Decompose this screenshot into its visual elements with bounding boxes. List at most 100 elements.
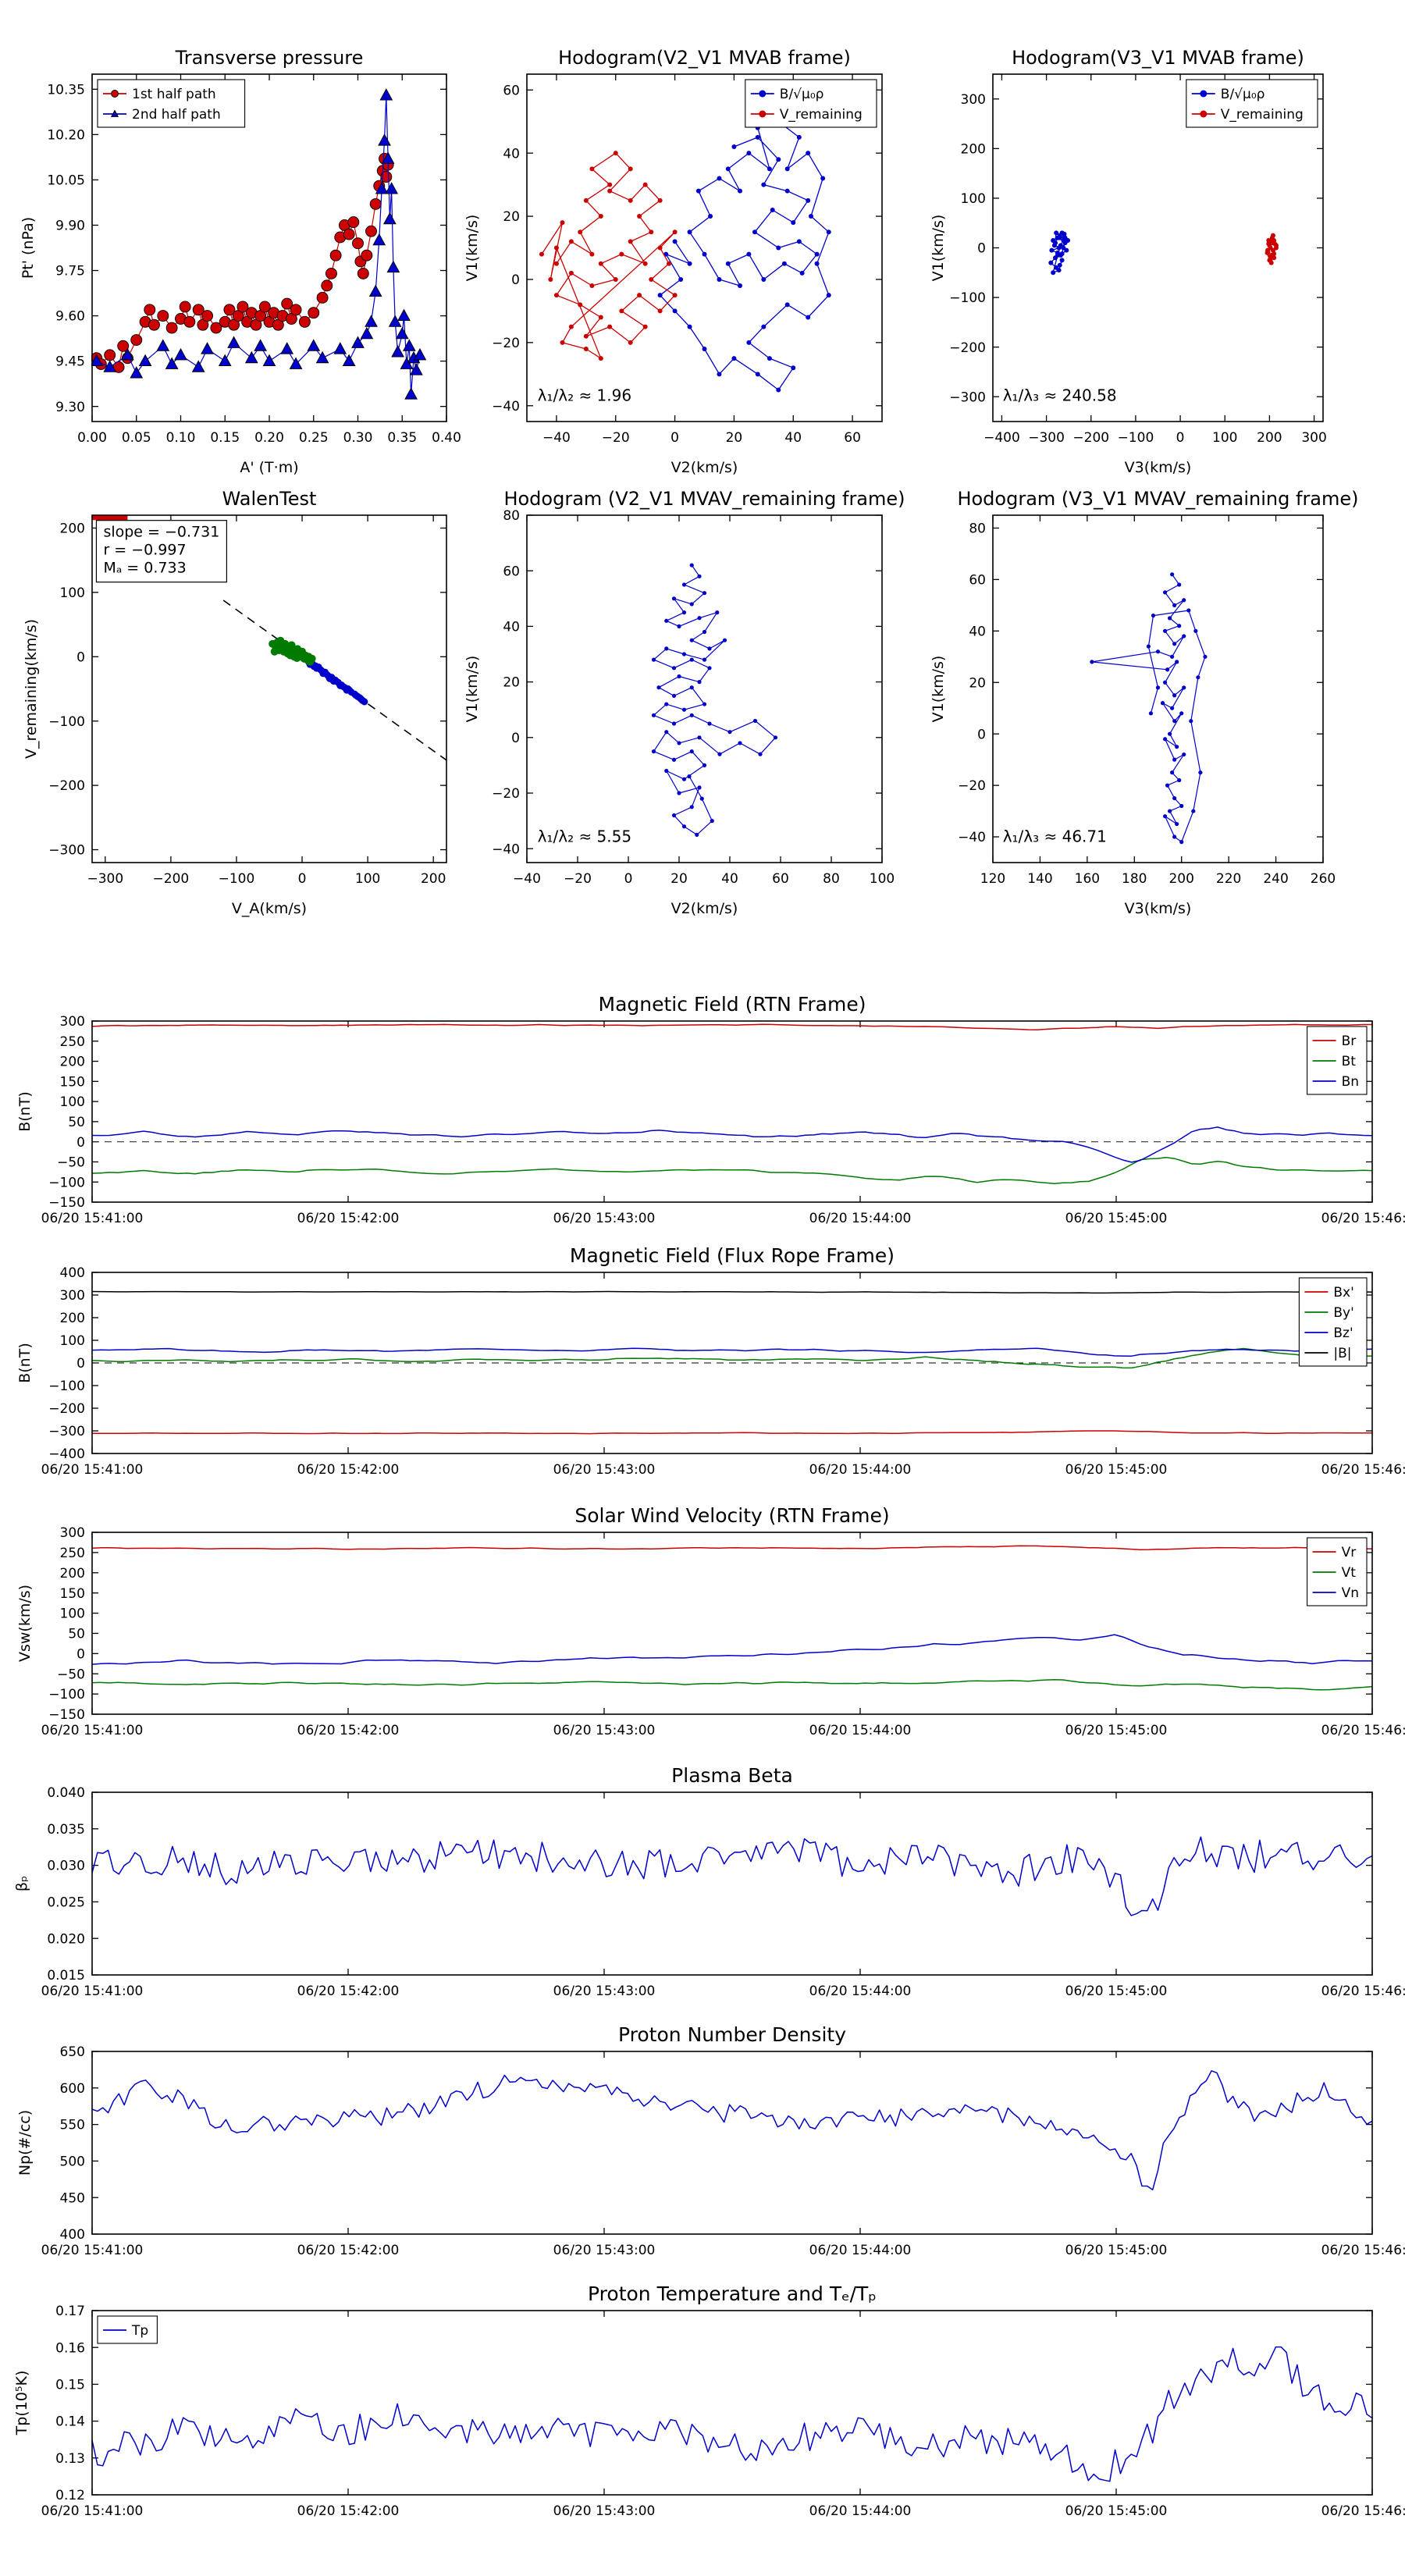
svg-text:V1(km/s): V1(km/s) — [464, 656, 481, 723]
svg-text:−100: −100 — [48, 1379, 85, 1394]
svg-text:80: 80 — [503, 508, 520, 524]
series-B/√μ₀ρ — [1048, 230, 1071, 276]
svg-text:−300: −300 — [87, 871, 123, 887]
svg-text:Vsw(km/s): Vsw(km/s) — [16, 1585, 34, 1662]
svg-text:B(nT): B(nT) — [16, 1343, 34, 1383]
svg-text:V1(km/s): V1(km/s) — [464, 215, 481, 282]
svg-text:Vr: Vr — [1342, 1545, 1357, 1560]
svg-text:Np(#/cc): Np(#/cc) — [16, 2110, 34, 2176]
svg-text:06/20 15:42:00: 06/20 15:42:00 — [297, 2243, 400, 2258]
svg-text:40: 40 — [969, 624, 986, 639]
svg-text:−50: −50 — [57, 1155, 85, 1171]
svg-text:−300: −300 — [949, 390, 986, 405]
svg-text:06/20 15:44:00: 06/20 15:44:00 — [809, 1211, 912, 1226]
svg-text:Proton Temperature and Tₑ/Tₚ: Proton Temperature and Tₑ/Tₚ — [588, 2282, 877, 2305]
svg-text:9.45: 9.45 — [55, 354, 85, 370]
svg-text:−40: −40 — [958, 830, 986, 845]
svg-text:650: 650 — [60, 2044, 85, 2060]
svg-text:06/20 15:41:00: 06/20 15:41:00 — [41, 1723, 144, 1738]
svg-text:1st half path: 1st half path — [132, 87, 216, 102]
svg-text:Hodogram(V3_V1 MVAB frame): Hodogram(V3_V1 MVAB frame) — [1012, 47, 1304, 69]
svg-text:Hodogram (V3_V1 MVAV_remaining: Hodogram (V3_V1 MVAV_remaining frame) — [957, 488, 1358, 510]
svg-text:−40: −40 — [492, 399, 520, 415]
panel-proton_temp: 06/20 15:41:00 06/20 15:42:00 06/20 15:43:… — [13, 2282, 1405, 2519]
svg-text:06/20 15:42:00: 06/20 15:42:00 — [297, 1462, 400, 1478]
svg-text:Tp: Tp — [131, 2323, 148, 2339]
svg-text:Bt: Bt — [1342, 1054, 1357, 1069]
svg-text:V_A(km/s): V_A(km/s) — [232, 900, 307, 917]
svg-text:slope = −0.731: slope = −0.731 — [103, 524, 219, 541]
svg-text:60: 60 — [772, 871, 789, 887]
legend-b_rtn: Br Bt Bn — [1307, 1026, 1368, 1095]
legend-b_fluxrope: Bx' By' Bz' |B| — [1298, 1277, 1368, 1367]
svg-text:10.05: 10.05 — [47, 173, 85, 189]
svg-text:−200: −200 — [949, 340, 986, 356]
svg-text:06/20 15:44:00: 06/20 15:44:00 — [809, 1984, 912, 1999]
series-Br — [91, 1023, 1372, 1030]
svg-text:2nd half path: 2nd half path — [132, 107, 221, 123]
panel-vsw_rtn: 06/20 15:41:00 06/20 15:42:00 06/20 15:43:… — [16, 1504, 1405, 1738]
svg-text:40: 40 — [721, 871, 738, 887]
svg-text:60: 60 — [969, 573, 986, 589]
svg-text:06/20 15:45:00: 06/20 15:45:00 — [1065, 2503, 1168, 2519]
svg-text:−300: −300 — [48, 1424, 85, 1439]
svg-text:06/20 15:43:00: 06/20 15:43:00 — [553, 1462, 656, 1478]
svg-text:Magnetic Field (Flux Rope Fram: Magnetic Field (Flux Rope Frame) — [570, 1244, 895, 1267]
svg-text:V2(km/s): V2(km/s) — [671, 900, 738, 917]
svg-text:06/20 15:44:00: 06/20 15:44:00 — [809, 2243, 912, 2258]
svg-text:βₚ: βₚ — [13, 1876, 30, 1891]
svg-text:Vn: Vn — [1342, 1585, 1359, 1601]
svg-text:200: 200 — [1168, 871, 1193, 887]
svg-text:r = −0.997: r = −0.997 — [103, 542, 186, 559]
svg-text:Proton Number Density: Proton Number Density — [618, 2023, 846, 2046]
svg-text:200: 200 — [1257, 430, 1282, 446]
svg-text:0.15: 0.15 — [55, 2378, 85, 2393]
svg-text:06/20 15:41:00: 06/20 15:41:00 — [41, 1984, 144, 1999]
svg-text:06/20 15:45:00: 06/20 15:45:00 — [1065, 1984, 1168, 1999]
svg-text:06/20 15:45:00: 06/20 15:45:00 — [1065, 2243, 1168, 2258]
svg-text:300: 300 — [961, 92, 986, 108]
svg-text:0.40: 0.40 — [432, 430, 461, 446]
series-B/√μ₀ρ — [657, 119, 831, 393]
svg-text:Vt: Vt — [1342, 1565, 1357, 1581]
svg-text:−20: −20 — [492, 336, 520, 351]
series-Bx' — [91, 1430, 1372, 1435]
svg-text:100: 100 — [60, 1333, 85, 1349]
series-walen-green — [269, 636, 316, 666]
panel-b_fluxrope: 06/20 15:41:00 06/20 15:42:00 06/20 15:43:… — [16, 1244, 1405, 1478]
svg-text:0.00: 0.00 — [77, 430, 107, 446]
svg-text:0: 0 — [1176, 430, 1185, 446]
svg-text:0: 0 — [977, 727, 986, 742]
svg-text:50: 50 — [68, 1115, 85, 1130]
svg-text:λ₁/λ₃ ≈ 46.71: λ₁/λ₃ ≈ 46.71 — [1003, 827, 1107, 845]
svg-text:06/20 15:41:00: 06/20 15:41:00 — [41, 2503, 144, 2519]
svg-text:Br: Br — [1342, 1034, 1357, 1049]
panel-walen_test: −300 −200 −100 0 100 200 −300 −200 −100 0 100 200 Wa… — [23, 488, 447, 917]
svg-text:V2(km/s): V2(km/s) — [671, 459, 738, 476]
svg-text:06/20 15:43:00: 06/20 15:43:00 — [553, 1723, 656, 1738]
series-Bz' — [91, 1347, 1373, 1357]
svg-text:200: 200 — [961, 141, 986, 157]
svg-text:V_remaining: V_remaining — [1221, 107, 1304, 123]
svg-text:06/20 15:46:00: 06/20 15:46:00 — [1321, 1462, 1405, 1478]
svg-text:B/√μ₀ρ: B/√μ₀ρ — [1221, 87, 1265, 102]
svg-text:100: 100 — [60, 1094, 85, 1110]
svg-text:Bn: Bn — [1342, 1074, 1359, 1090]
panel-hodogram_v2v1_mvav: −40 −20 0 20 40 60 80 100−40−20020406080Hodogra… — [464, 488, 905, 917]
svg-text:0.17: 0.17 — [55, 2304, 85, 2319]
svg-text:06/20 15:43:00: 06/20 15:43:00 — [553, 2503, 656, 2519]
svg-text:20: 20 — [670, 871, 688, 887]
svg-text:Bz': Bz' — [1333, 1325, 1353, 1341]
svg-text:−20: −20 — [564, 871, 592, 887]
svg-text:10.35: 10.35 — [47, 82, 85, 98]
svg-text:−100: −100 — [48, 1687, 85, 1703]
svg-text:150: 150 — [60, 1074, 85, 1090]
svg-text:06/20 15:43:00: 06/20 15:43:00 — [553, 1984, 656, 1999]
svg-text:06/20 15:43:00: 06/20 15:43:00 — [553, 2243, 656, 2258]
series-By' — [91, 1347, 1373, 1369]
svg-text:0.040: 0.040 — [47, 1785, 85, 1801]
svg-text:400: 400 — [60, 1265, 85, 1281]
svg-text:120: 120 — [980, 871, 1005, 887]
svg-text:Plasma Beta: Plasma Beta — [671, 1764, 793, 1787]
